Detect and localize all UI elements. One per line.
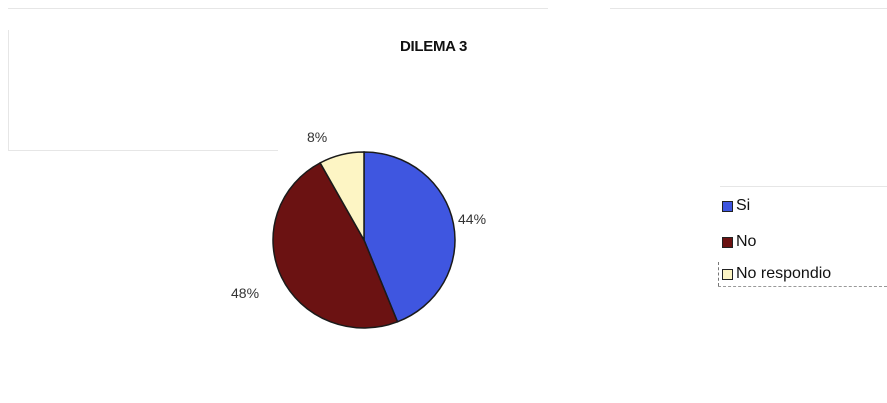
chart-border-top-right	[610, 8, 887, 9]
legend-swatch-si	[722, 200, 733, 212]
pie-slice-no-respondio	[319, 151, 365, 243]
legend-swatch-no-respondio	[722, 268, 733, 280]
data-label-si: 44%	[458, 211, 487, 227]
legend-label-no-respondio: No respondio	[736, 265, 832, 282]
legend-item-no-respondio: No respondio	[722, 264, 831, 284]
legend-border-bottom	[718, 286, 887, 287]
chart-title: DILEMA 3	[400, 38, 468, 55]
legend: Si No No respondio	[718, 196, 887, 288]
legend-item-si: Si	[722, 196, 750, 216]
legend-label-si: Si	[736, 197, 751, 214]
chart-border-legend-top	[720, 186, 887, 187]
pie-slices	[272, 151, 456, 329]
chart-border-top-left	[8, 8, 548, 9]
data-label-no-respondio: 8%	[307, 129, 328, 145]
legend-border-left	[718, 262, 719, 286]
pie-slice-no	[272, 161, 399, 329]
legend-item-no: No	[722, 232, 756, 252]
legend-label-no: No	[736, 233, 757, 250]
chart-border-inner	[8, 150, 278, 151]
chart-border-left	[8, 30, 9, 150]
legend-swatch-no	[722, 236, 733, 248]
pie-slice-si	[363, 151, 456, 323]
data-label-no: 48%	[231, 285, 260, 301]
